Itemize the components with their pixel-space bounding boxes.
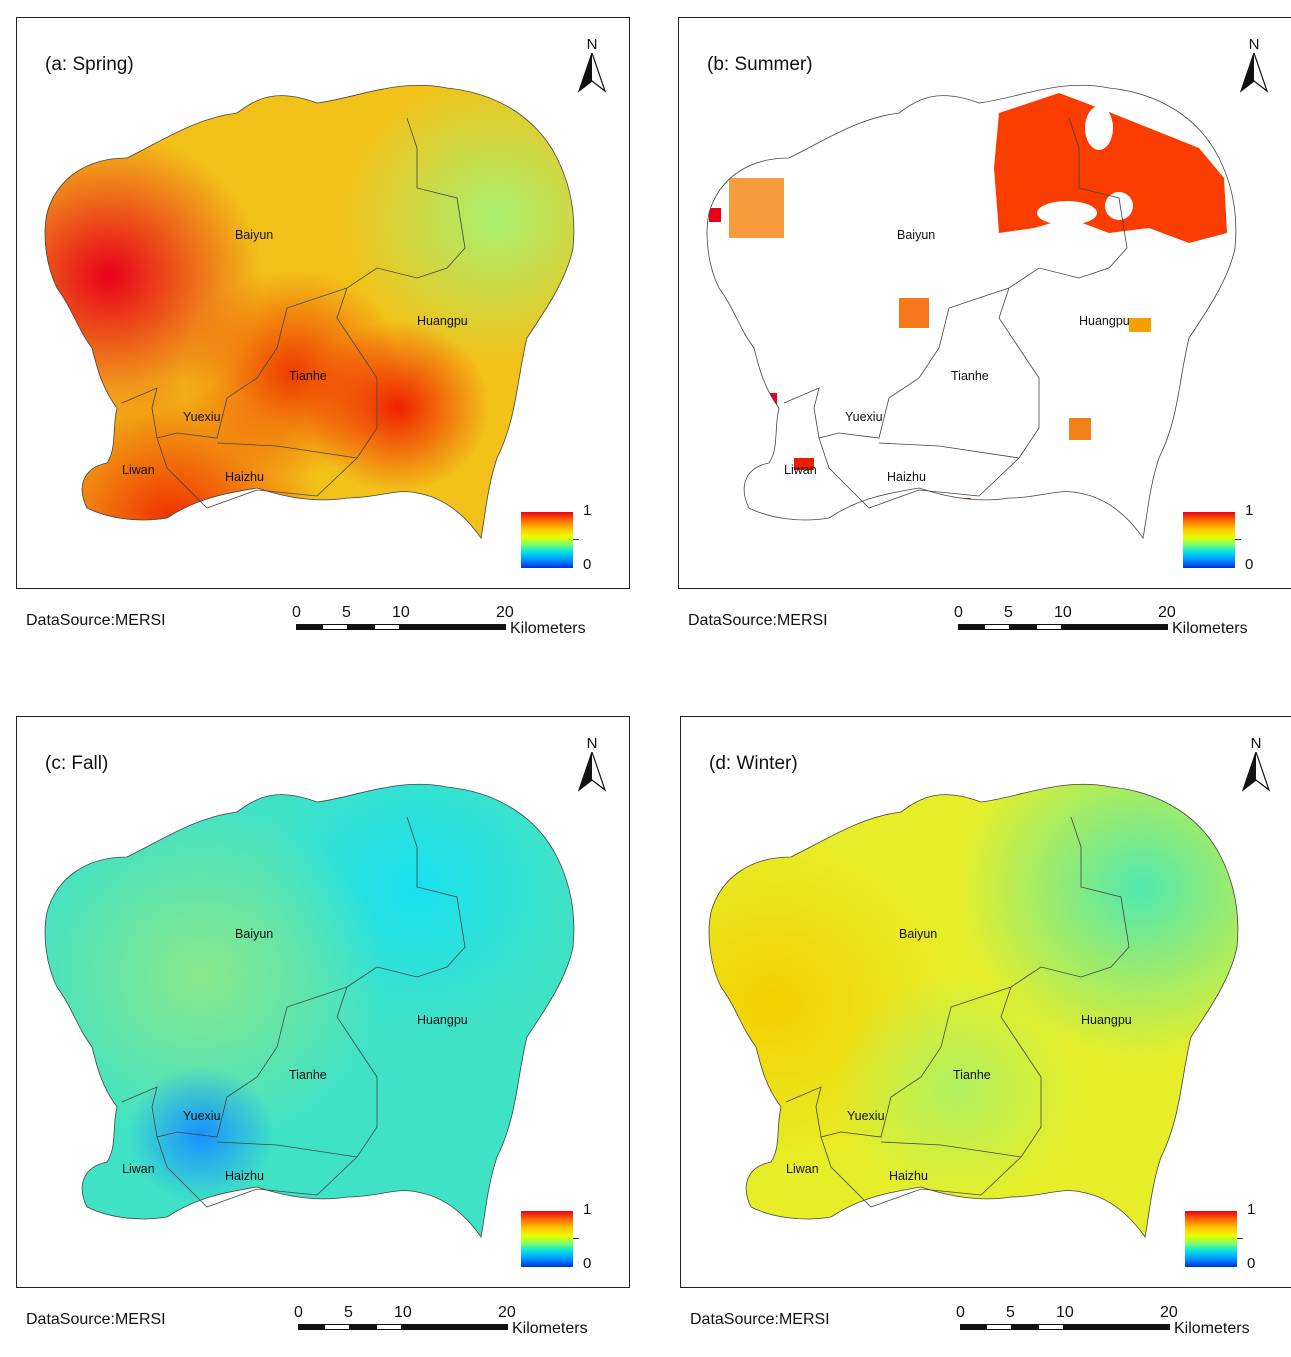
north-arrow-icon xyxy=(1241,750,1271,792)
scale-tick-5: 5 xyxy=(1004,604,1013,621)
label-haizhu: Haizhu xyxy=(887,470,926,484)
map-panel-winter: Baiyun Huangpu Tianhe Yuexiu Liwan Haizh… xyxy=(680,716,1291,1288)
color-legend: 1 0 xyxy=(521,1201,601,1273)
legend-min: 0 xyxy=(1247,1255,1256,1272)
color-legend: 1 0 xyxy=(1183,502,1263,574)
data-source-text: DataSource:MERSI xyxy=(26,612,166,629)
legend-min: 0 xyxy=(583,556,592,573)
north-arrow: N xyxy=(577,36,607,98)
north-label: N xyxy=(1250,735,1262,752)
scale-unit: Kilometers xyxy=(1172,620,1248,637)
legend-max: 1 xyxy=(583,1201,592,1218)
label-liwan: Liwan xyxy=(122,463,155,477)
panel-title: (c: Fall) xyxy=(45,753,109,774)
label-baiyun: Baiyun xyxy=(235,927,273,941)
color-legend: 1 0 xyxy=(1185,1201,1265,1273)
map-spring: Baiyun Huangpu Tianhe Yuexiu Liwan Haizh… xyxy=(44,84,575,539)
scale-tick-20: 20 xyxy=(498,1304,516,1321)
panel-title: (a: Spring) xyxy=(45,54,134,75)
label-huangpu: Huangpu xyxy=(1081,1013,1132,1027)
label-baiyun: Baiyun xyxy=(235,228,273,242)
north-arrow: N xyxy=(1241,735,1271,797)
north-arrow: N xyxy=(577,735,607,797)
label-tianhe: Tianhe xyxy=(951,369,989,383)
legend-max: 1 xyxy=(1245,502,1254,519)
map-winter: Baiyun Huangpu Tianhe Yuexiu Liwan Haizh… xyxy=(708,783,1239,1238)
legend-color-ramp xyxy=(521,512,573,568)
north-arrow: N xyxy=(1239,36,1269,98)
label-yuexiu: Yuexiu xyxy=(845,410,883,424)
label-tianhe: Tianhe xyxy=(289,1068,327,1082)
scale-tick-10: 10 xyxy=(394,1304,412,1321)
north-label: N xyxy=(586,735,598,752)
scale-unit: Kilometers xyxy=(510,620,586,637)
data-source-text: DataSource:MERSI xyxy=(26,1311,166,1328)
label-liwan: Liwan xyxy=(122,1162,155,1176)
label-haizhu: Haizhu xyxy=(225,1169,264,1183)
scale-unit: Kilometers xyxy=(512,1320,588,1337)
panel-title: (b: Summer) xyxy=(707,54,813,75)
label-yuexiu: Yuexiu xyxy=(183,1109,221,1123)
legend-min: 0 xyxy=(583,1255,592,1272)
scale-bar: 0 5 10 20 Kilometers xyxy=(292,604,616,644)
north-arrow-icon xyxy=(1239,51,1269,93)
scale-tick-0: 0 xyxy=(294,1304,303,1321)
scale-tick-20: 20 xyxy=(1158,604,1176,621)
scale-tick-5: 5 xyxy=(344,1304,353,1321)
scale-tick-10: 10 xyxy=(1056,1304,1074,1321)
map-fall: Baiyun Huangpu Tianhe Yuexiu Liwan Haizh… xyxy=(44,783,575,1238)
scale-bar: 0 5 10 20 Kilometers xyxy=(294,1304,618,1344)
scale-tick-5: 5 xyxy=(1006,1304,1015,1321)
label-baiyun: Baiyun xyxy=(897,228,935,242)
legend-color-ramp xyxy=(521,1211,573,1267)
label-huangpu: Huangpu xyxy=(417,1013,468,1027)
panel-title: (d: Winter) xyxy=(709,753,798,774)
data-source-text: DataSource:MERSI xyxy=(690,1311,830,1328)
legend-max: 1 xyxy=(1247,1201,1256,1218)
label-tianhe: Tianhe xyxy=(289,369,327,383)
scale-tick-0: 0 xyxy=(292,604,301,621)
scale-tick-0: 0 xyxy=(956,1304,965,1321)
legend-color-ramp xyxy=(1183,512,1235,568)
scale-tick-20: 20 xyxy=(1160,1304,1178,1321)
label-huangpu: Huangpu xyxy=(417,314,468,328)
label-liwan: Liwan xyxy=(786,1162,819,1176)
legend-max: 1 xyxy=(583,502,592,519)
north-label: N xyxy=(1248,36,1260,53)
north-label: N xyxy=(586,36,598,53)
label-haizhu: Haizhu xyxy=(889,1169,928,1183)
label-yuexiu: Yuexiu xyxy=(847,1109,885,1123)
color-legend: 1 0 xyxy=(521,502,601,574)
scale-tick-5: 5 xyxy=(342,604,351,621)
label-yuexiu: Yuexiu xyxy=(183,410,221,424)
label-haizhu: Haizhu xyxy=(225,470,264,484)
scale-tick-20: 20 xyxy=(496,604,514,621)
data-source-text: DataSource:MERSI xyxy=(688,612,828,629)
map-panel-spring: Baiyun Huangpu Tianhe Yuexiu Liwan Haizh… xyxy=(16,17,630,589)
map-summer: Baiyun Huangpu Tianhe Yuexiu Liwan Haizh… xyxy=(706,84,1237,539)
map-panel-summer: Baiyun Huangpu Tianhe Yuexiu Liwan Haizh… xyxy=(678,17,1291,589)
label-baiyun: Baiyun xyxy=(899,927,937,941)
label-tianhe: Tianhe xyxy=(953,1068,991,1082)
scale-bar: 0 5 10 20 Kilometers xyxy=(956,1304,1280,1344)
scale-tick-10: 10 xyxy=(392,604,410,621)
scale-tick-0: 0 xyxy=(954,604,963,621)
legend-color-ramp xyxy=(1185,1211,1237,1267)
map-panel-fall: Baiyun Huangpu Tianhe Yuexiu Liwan Haizh… xyxy=(16,716,630,1288)
north-arrow-icon xyxy=(577,750,607,792)
label-liwan: Liwan xyxy=(784,463,817,477)
scale-tick-10: 10 xyxy=(1054,604,1072,621)
legend-min: 0 xyxy=(1245,556,1254,573)
scale-unit: Kilometers xyxy=(1174,1320,1250,1337)
scale-bar: 0 5 10 20 Kilometers xyxy=(954,604,1278,644)
north-arrow-icon xyxy=(577,51,607,93)
label-huangpu: Huangpu xyxy=(1079,314,1130,328)
